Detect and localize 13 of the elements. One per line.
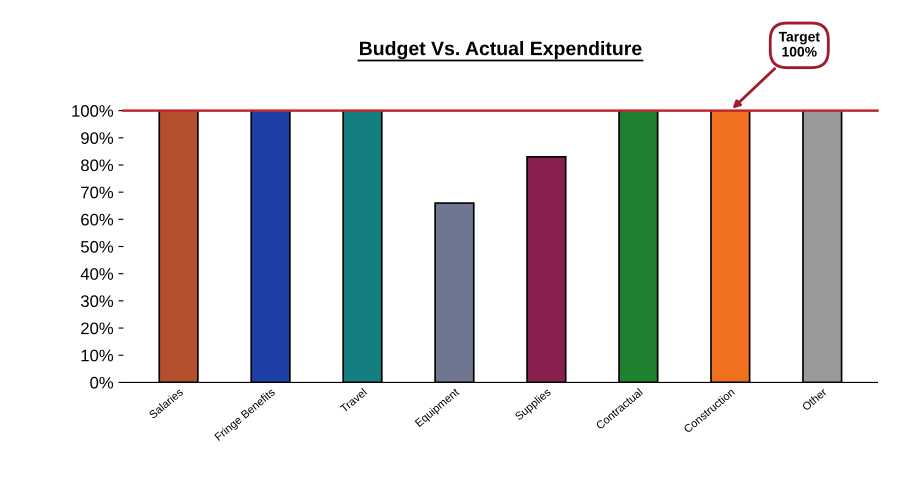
y-tick-label: 50% <box>80 240 114 253</box>
annotation: Target 100% <box>778 32 820 57</box>
y-tick-label: 70% <box>81 186 114 198</box>
y-tick-label: 10% <box>82 350 114 362</box>
y-tick-label: 20% <box>81 322 114 334</box>
y-tick-label: 90% <box>81 132 114 144</box>
y-tick-label: 60% <box>81 214 114 226</box>
y-tick-label: 100% <box>72 105 114 117</box>
chart-title: Budget Vs. Actual Expenditure <box>360 40 642 60</box>
y-tick-label: 30% <box>80 295 114 308</box>
y-tick-label: 0% <box>90 376 114 389</box>
y-tick-label: 40% <box>80 268 114 280</box>
y-tick-label: 80% <box>81 159 114 172</box>
